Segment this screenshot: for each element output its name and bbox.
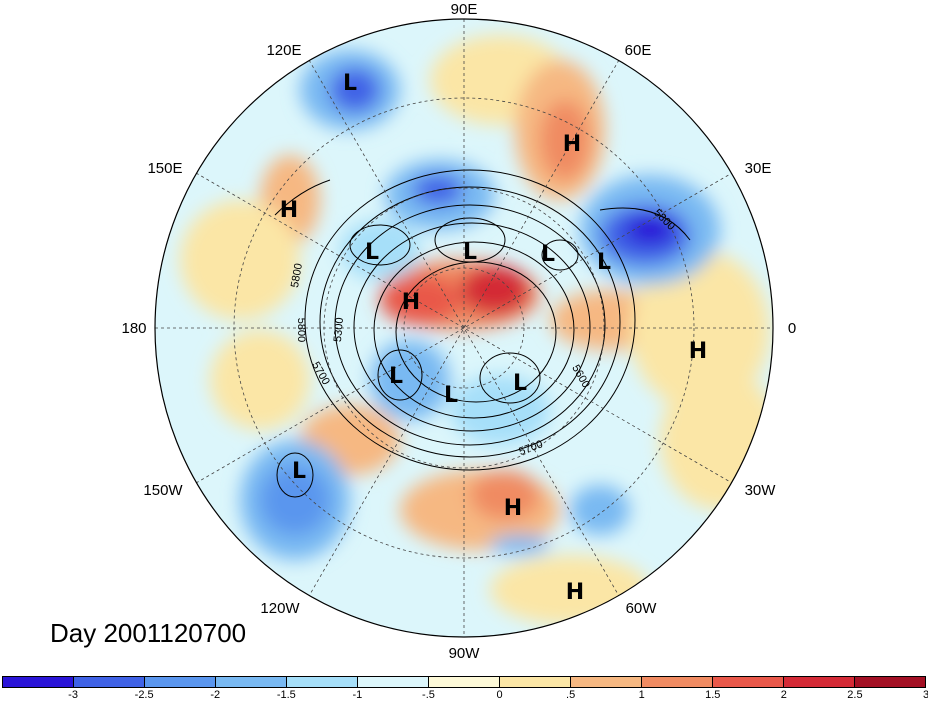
pressure-center: H: [402, 290, 420, 315]
pressure-center: H: [280, 198, 298, 223]
colorbar-tick-label: -2: [210, 689, 221, 701]
pressure-center: L: [597, 250, 611, 275]
lon-label: 120W: [260, 600, 300, 617]
colorbar-segment: [784, 677, 855, 687]
colorbar-tick-label: 0: [496, 689, 503, 701]
lon-label: 0: [788, 320, 796, 337]
pressure-center: H: [504, 496, 522, 521]
pressure-center: L: [463, 240, 477, 265]
colorbar-segment: [642, 677, 713, 687]
geopotential-contours: [274, 169, 691, 498]
contour-label: 5800: [289, 262, 305, 288]
colorbar-tick-label: 2.5: [847, 689, 863, 701]
colorbar-segment: [287, 677, 358, 687]
colorbar: [2, 676, 926, 688]
colorbar-tick-label: 3: [922, 689, 928, 701]
pressure-center: L: [389, 364, 403, 389]
colorbar-segment: [145, 677, 216, 687]
contour-label: 5300: [332, 317, 346, 342]
pressure-center: L: [444, 383, 458, 408]
pressure-centers: L H H L L L L H H L L L L H H: [280, 71, 707, 605]
colorbar-ticks: -3 -2.5 -2 -1.5 -1 -.5 0 .5 1 1.5 2 2.5 3: [0, 689, 928, 703]
colorbar-tick-label: -1: [352, 689, 363, 701]
lon-label: 90W: [449, 645, 481, 662]
lon-label: 180: [121, 320, 146, 337]
colorbar-tick-label: -.5: [422, 689, 435, 701]
colorbar-tick-label: -3: [68, 689, 78, 701]
lon-label: 30W: [745, 482, 777, 499]
date-label: Day 2001120700: [50, 618, 247, 648]
pressure-center: H: [566, 580, 584, 605]
colorbar-segment: [571, 677, 642, 687]
colorbar-tick-label: 1: [638, 689, 645, 701]
colorbar-tick-label: 1.5: [705, 689, 721, 701]
pressure-center: L: [513, 371, 527, 396]
lon-label: 90E: [451, 1, 478, 18]
pressure-center: H: [689, 339, 707, 364]
colorbar-tick-label: 2: [780, 689, 787, 701]
lon-label: 60E: [625, 42, 652, 59]
contour-label: 5800: [295, 318, 307, 342]
lon-label: 30E: [745, 160, 772, 177]
longitude-labels: 90E 60E 30E 0 30W 60W 90W 120W 150W 180 …: [121, 1, 796, 662]
lon-label: 120E: [266, 42, 301, 59]
colorbar-segment: [3, 677, 74, 687]
colorbar-tick-label: .5: [566, 689, 576, 701]
colorbar-tick-label: -2.5: [134, 689, 154, 701]
colorbar-segment: [713, 677, 784, 687]
lon-label: 150E: [147, 160, 182, 177]
pressure-center: L: [365, 240, 379, 265]
colorbar-segment: [500, 677, 571, 687]
pressure-center: H: [563, 132, 581, 157]
colorbar-segment: [855, 677, 925, 687]
lon-label: 60W: [626, 600, 658, 617]
pressure-center: L: [292, 459, 306, 484]
graticule: [155, 19, 773, 637]
colorbar-tick-label: -1.5: [276, 689, 296, 701]
colorbar-segment: [74, 677, 145, 687]
colorbar-segment: [216, 677, 287, 687]
lon-label: 150W: [143, 482, 183, 499]
pressure-center: L: [343, 71, 357, 96]
map-boundary: [154, 18, 774, 638]
pressure-center: L: [541, 242, 555, 267]
anomaly-field: [155, 19, 773, 637]
colorbar-segment: [358, 677, 429, 687]
colorbar-segment: [429, 677, 500, 687]
